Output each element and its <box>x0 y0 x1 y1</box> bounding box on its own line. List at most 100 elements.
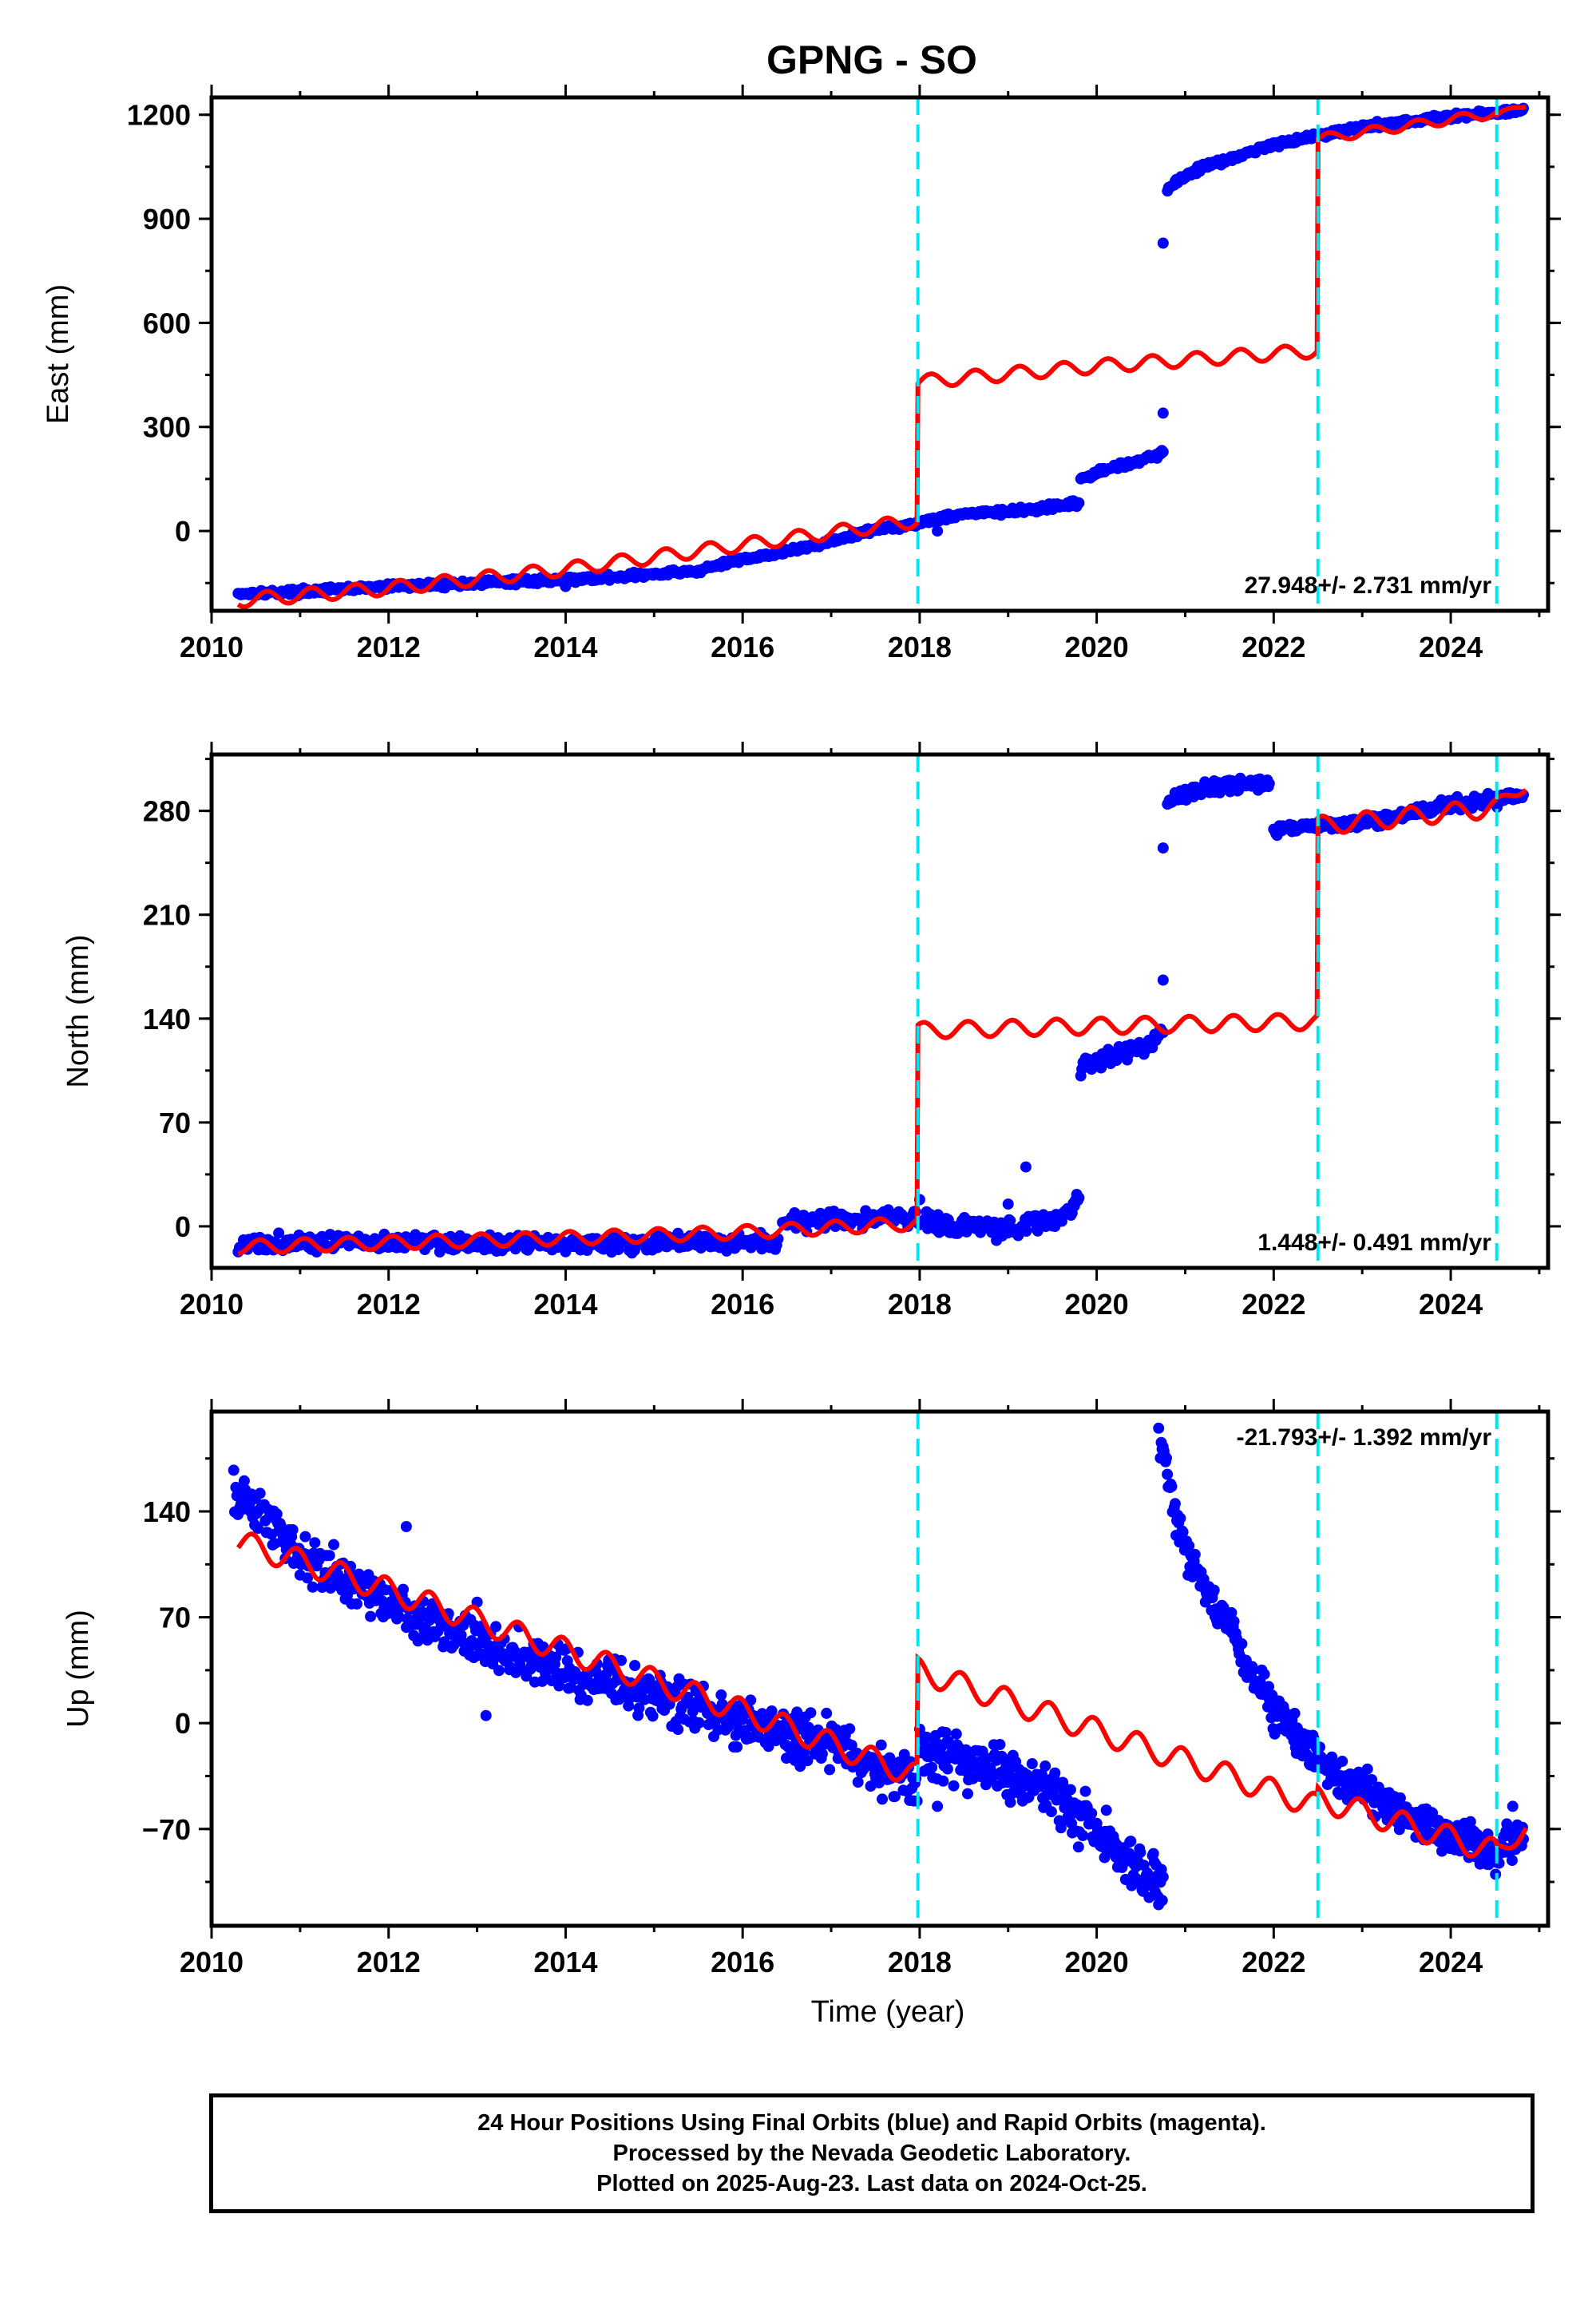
footer-caption-box: 24 Hour Positions Using Final Orbits (bl… <box>209 2093 1535 2213</box>
north-x-tick-label: 2010 <box>180 1288 244 1321</box>
up-data-point <box>328 1539 339 1551</box>
east-y-tick-label: 900 <box>143 203 191 236</box>
up-data-point <box>238 1475 250 1487</box>
north-model-line <box>237 788 1528 1257</box>
up-data-point <box>1326 1751 1338 1763</box>
up-data-point <box>1183 1540 1195 1552</box>
north-outlier-point <box>1020 1161 1032 1173</box>
up-data-point <box>950 1728 962 1740</box>
east-y-axis-label: East (mm) <box>42 284 75 424</box>
up-data-point <box>846 1740 857 1751</box>
north-outlier-point <box>1157 974 1169 986</box>
north-y-axis-label: North (mm) <box>61 934 95 1087</box>
up-data-point <box>302 1572 313 1584</box>
up-data-point <box>230 1481 242 1493</box>
up-outlier-point <box>1153 1422 1165 1434</box>
up-data-point <box>940 1727 952 1738</box>
up-data-point <box>687 1705 699 1717</box>
up-data-point <box>889 1791 901 1803</box>
up-data-point <box>323 1550 335 1562</box>
up-data-point <box>275 1520 287 1532</box>
east-x-tick-label: 2010 <box>180 631 244 663</box>
up-data-point <box>805 1707 817 1719</box>
up-data-point <box>252 1523 263 1535</box>
east-x-tick-label: 2012 <box>357 631 421 663</box>
up-data-point <box>1361 1763 1373 1775</box>
up-data-point <box>1226 1606 1238 1618</box>
up-data-point <box>1228 1615 1240 1627</box>
up-outlier-point <box>400 1521 412 1532</box>
up-data-point <box>398 1583 409 1595</box>
up-data-point <box>393 1611 405 1623</box>
up-data-point <box>616 1654 627 1666</box>
north-x-tick-label: 2022 <box>1242 1288 1305 1321</box>
up-data-point <box>254 1487 266 1499</box>
east-y-tick-label: 300 <box>143 411 191 444</box>
up-outlier-point <box>480 1709 492 1721</box>
north-x-tick-label: 2012 <box>357 1288 421 1321</box>
up-data-point <box>875 1739 887 1751</box>
up-data-point <box>271 1508 283 1520</box>
up-data-point <box>791 1706 803 1718</box>
up-data-point <box>1086 1808 1098 1820</box>
up-x-tick-label: 2020 <box>1065 1946 1129 1978</box>
up-data-point <box>1157 1871 1169 1883</box>
up-rate-annotation: -21.793+/- 1.392 mm/yr <box>1237 1424 1492 1451</box>
up-data-point <box>633 1702 645 1714</box>
north-frame <box>209 752 1550 1270</box>
up-data-point <box>365 1610 377 1622</box>
north-x-tick-label: 2016 <box>711 1288 774 1321</box>
up-data-point <box>581 1694 593 1706</box>
up-data-point <box>1169 1498 1181 1510</box>
up-x-tick-label: 2014 <box>533 1946 597 1978</box>
east-x-tick-label: 2016 <box>711 631 774 663</box>
north-x-tick-label: 2024 <box>1419 1288 1483 1321</box>
east-x-tick-label: 2018 <box>888 631 952 663</box>
up-data-point <box>1208 1584 1220 1596</box>
up-data-point <box>1100 1804 1112 1816</box>
up-data-point <box>1314 1741 1325 1753</box>
up-data-point <box>332 1569 344 1581</box>
up-data-point <box>802 1755 814 1767</box>
up-y-tick-label: 140 <box>143 1495 191 1528</box>
up-data-point <box>731 1741 743 1753</box>
east-outlier-point <box>932 525 944 537</box>
up-frame <box>209 1409 1550 1928</box>
north-data-point <box>1004 1214 1016 1226</box>
east-outlier-point <box>1157 237 1169 249</box>
up-data-point <box>1040 1760 1051 1772</box>
up-data-point <box>325 1582 336 1594</box>
up-data-point <box>941 1763 953 1775</box>
north-outlier-point <box>1157 842 1169 854</box>
up-data-point <box>309 1537 321 1549</box>
north-plot-area <box>232 772 1529 1259</box>
up-data-point <box>1166 1480 1178 1492</box>
east-x-tick-label: 2014 <box>533 631 597 663</box>
up-data-point <box>1236 1638 1248 1650</box>
up-data-point <box>844 1723 856 1735</box>
up-data-point <box>873 1776 885 1788</box>
footer-line-1: 24 Hour Positions Using Final Orbits (bl… <box>477 2110 1266 2136</box>
up-x-tick-label: 2024 <box>1419 1946 1483 1978</box>
up-data-point <box>299 1531 311 1543</box>
north-x-tick-label: 2014 <box>533 1288 597 1321</box>
east-data-point <box>1157 446 1169 457</box>
up-x-tick-label: 2016 <box>711 1946 774 1978</box>
up-data-point <box>287 1524 299 1535</box>
up-data-point <box>1177 1526 1189 1538</box>
up-data-point <box>1258 1668 1270 1680</box>
up-data-point <box>926 1761 938 1773</box>
up-data-point <box>307 1581 319 1593</box>
up-data-point <box>413 1633 425 1645</box>
up-data-point <box>438 1636 450 1648</box>
up-data-point <box>693 1717 705 1729</box>
up-data-point <box>550 1651 562 1663</box>
north-y-tick-label: 280 <box>143 795 191 828</box>
figure-title: GPNG - SO <box>766 38 977 82</box>
up-data-point <box>1079 1785 1091 1797</box>
up-x-tick-label: 2010 <box>180 1946 244 1978</box>
north-y-tick-label: 0 <box>175 1210 191 1243</box>
up-data-point <box>1337 1756 1348 1767</box>
footer-line-3: Plotted on 2025-Aug-23. Last data on 202… <box>596 2171 1147 2196</box>
up-x-axis-label: Time (year) <box>811 1995 965 2029</box>
